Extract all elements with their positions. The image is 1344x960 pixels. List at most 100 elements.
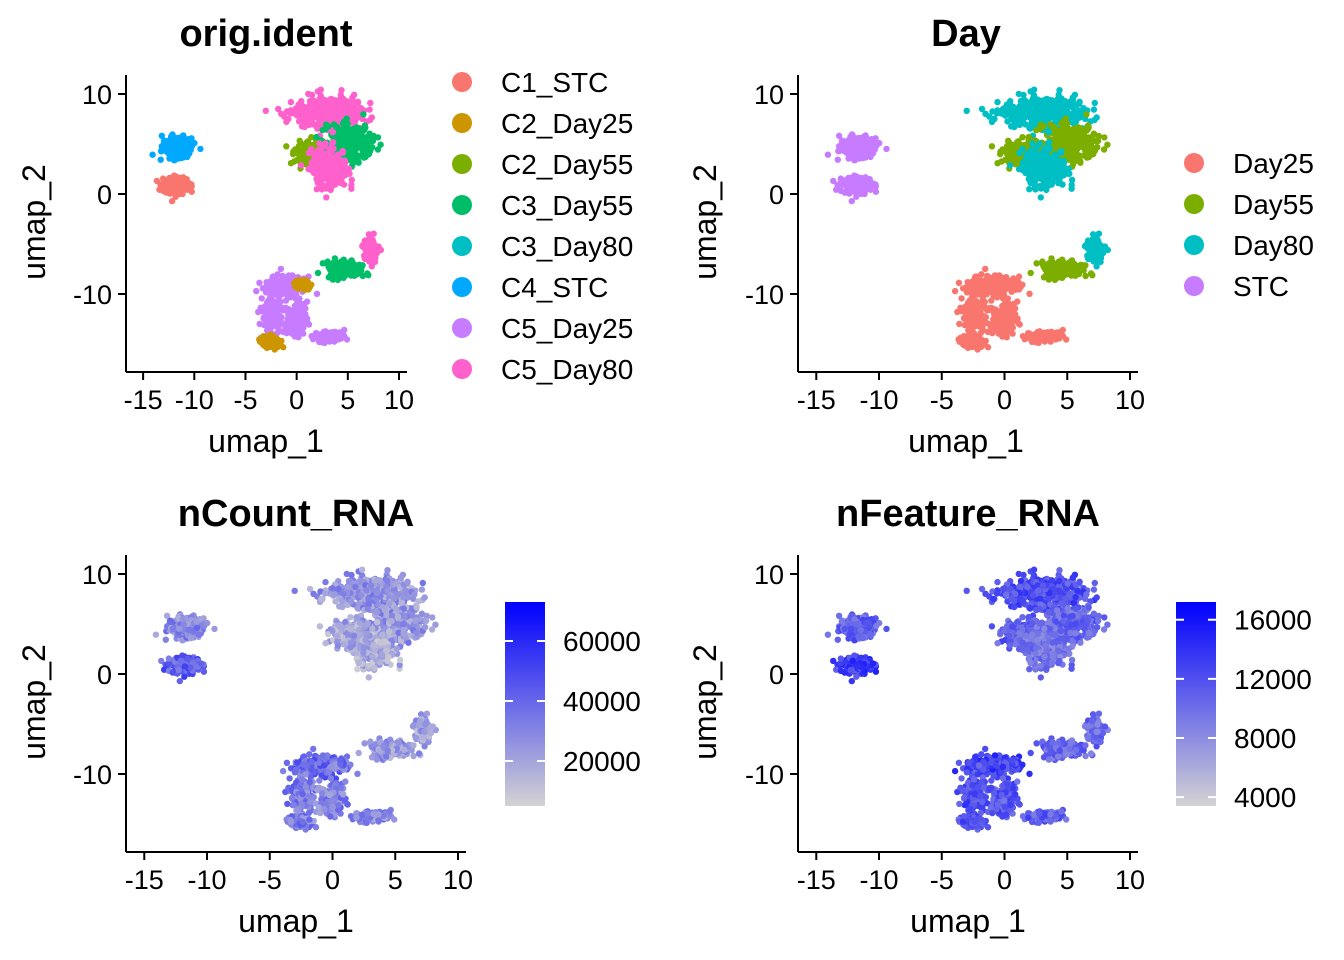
scatter-point [1029, 112, 1037, 119]
scatter-point [1083, 111, 1090, 118]
scatter-point [327, 184, 335, 192]
scatter-point [338, 107, 345, 115]
scatter-point [883, 145, 890, 153]
scatter-point [348, 176, 355, 184]
scatter-point [1076, 98, 1083, 106]
scatter-point [1084, 254, 1092, 262]
scatter-point [1060, 137, 1067, 145]
scatter-point [1019, 164, 1026, 171]
scatter-point [359, 243, 366, 250]
scatter-point [1020, 91, 1027, 99]
scatter-point [1054, 273, 1062, 280]
scatter-point [163, 145, 170, 152]
scatter-point [197, 145, 204, 153]
scatter-point [971, 310, 978, 318]
scatter-point [292, 283, 299, 290]
legend-label: C5_Day80 [501, 354, 633, 385]
scatter-point [1056, 107, 1063, 115]
scatter-point [1002, 111, 1010, 119]
scatter-point [345, 165, 353, 172]
scatter-point [168, 186, 175, 194]
scatter-point [330, 331, 338, 338]
scatter-point [1048, 97, 1056, 104]
legend-label: C3_Day55 [501, 190, 633, 221]
scatter-point [1009, 143, 1016, 150]
scatter-point [853, 193, 860, 200]
scatter-point [1084, 137, 1091, 144]
scatter-point [977, 313, 984, 320]
scatter-point [966, 279, 973, 286]
scatter-point [1039, 102, 1047, 109]
scatter-point [322, 140, 329, 147]
scatter-point [1011, 117, 1018, 125]
x-tick-label: 5 [340, 385, 355, 415]
scatter-point [1072, 140, 1079, 148]
scatter-point [369, 144, 376, 151]
scatter-point [338, 97, 345, 105]
scatter-point [149, 151, 156, 158]
scatter-point [374, 134, 382, 141]
scatter-point [1090, 130, 1098, 137]
scatter-point [859, 154, 867, 162]
scatter-point [351, 140, 358, 148]
scatter-point [1093, 114, 1100, 121]
scatter-point [345, 100, 352, 107]
scatter-point [316, 112, 324, 119]
legend-swatch [452, 318, 472, 338]
scatter-point [1045, 276, 1053, 283]
scatter-point [876, 139, 883, 147]
scatter-point [1024, 103, 1031, 111]
scatter-point [1036, 140, 1043, 147]
scatter-point [269, 310, 276, 318]
scatter-point [1091, 99, 1099, 107]
scatter-point [354, 98, 362, 106]
scatter-points [149, 86, 385, 353]
scatter-point [320, 156, 327, 164]
scatter-point [338, 177, 345, 185]
scatter-point [182, 139, 189, 146]
scatter-point [347, 259, 355, 267]
scatter-point [1100, 146, 1108, 153]
legend-label: C2_Day55 [501, 149, 633, 180]
scatter-point [1029, 140, 1036, 147]
scatter-point [191, 139, 198, 147]
scatter-point [269, 338, 276, 345]
scatter-point [847, 145, 855, 152]
scatter-point [366, 106, 373, 113]
scatter-point [303, 298, 311, 305]
scatter-point [298, 321, 305, 329]
scatter-point [1082, 272, 1089, 280]
scatter-point [960, 314, 968, 321]
legend-swatch [452, 236, 472, 256]
scatter-point [324, 102, 332, 109]
scatter-point [1019, 118, 1027, 125]
scatter-point [321, 339, 328, 346]
scatter-point [974, 304, 981, 311]
scatter-point [308, 118, 315, 125]
scatter-point [1081, 243, 1089, 250]
scatter-point [282, 297, 290, 304]
scatter-point [1041, 145, 1048, 152]
scatter-point [963, 289, 971, 296]
legend-label: C3_Day80 [501, 231, 633, 262]
scatter-point [1033, 260, 1040, 267]
scatter-point [286, 326, 294, 333]
scatter-point [158, 132, 165, 139]
legend: C1_STCC2_Day25C2_Day55C3_Day55C3_Day80C4… [452, 67, 633, 385]
scatter-point [1089, 238, 1096, 245]
y-tick-label: 10 [82, 80, 112, 110]
panel-title: orig.ident [179, 13, 352, 55]
scatter-point [1101, 134, 1108, 141]
scatter-point [1073, 266, 1080, 274]
scatter-point [970, 296, 978, 303]
scatter-point [359, 262, 366, 269]
scatter-point [173, 183, 180, 190]
scatter-point [283, 143, 290, 150]
x-tick-label: -10 [175, 385, 214, 415]
scatter-point [1042, 162, 1049, 169]
scatter-point [1043, 184, 1050, 192]
scatter-point [990, 115, 997, 123]
scatter-point [285, 310, 292, 317]
scatter-point [375, 243, 382, 250]
